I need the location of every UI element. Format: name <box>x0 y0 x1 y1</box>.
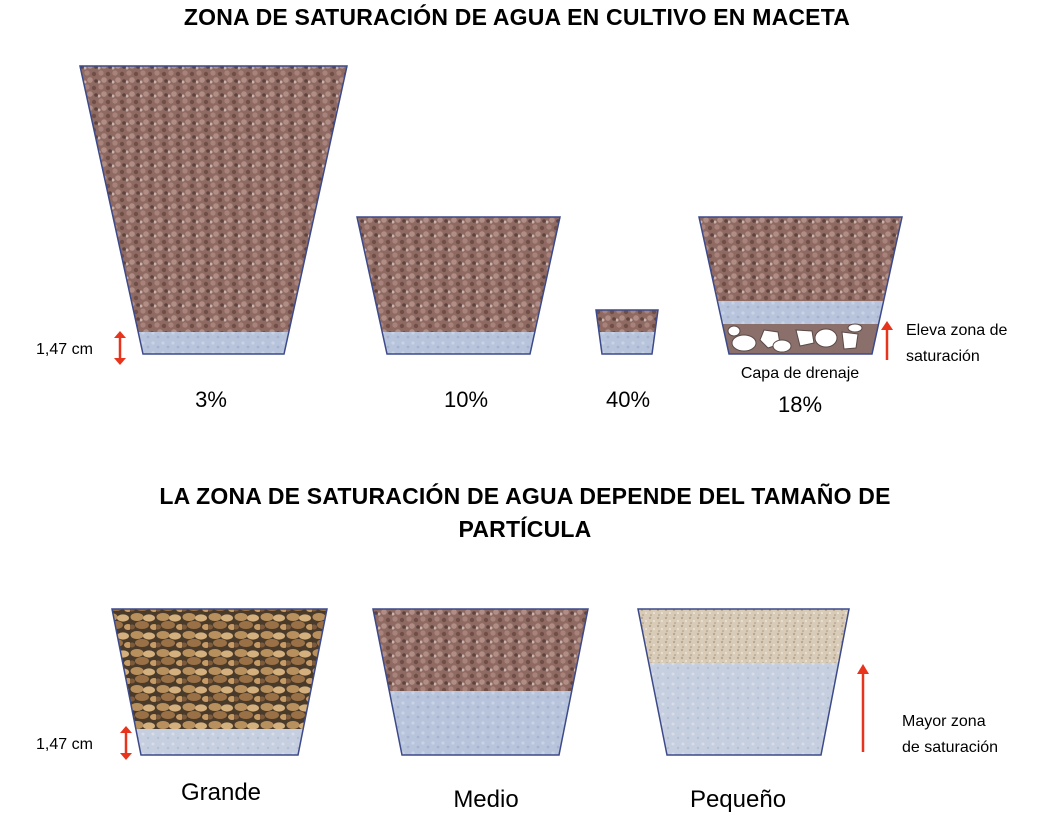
pot-10-percent <box>356 216 561 355</box>
saturation-zone <box>373 691 588 755</box>
substrate-layer <box>373 609 588 691</box>
pot-outline <box>79 65 348 355</box>
pot-outline <box>356 216 561 355</box>
title-top: ZONA DE SATURACIÓN DE AGUA EN CULTIVO EN… <box>184 3 850 30</box>
annotation-saturation-line2: de saturación <box>902 739 998 756</box>
substrate-layer <box>80 66 347 332</box>
pot-small-particles <box>637 608 850 756</box>
substrate-layer <box>699 217 902 301</box>
saturation-zone <box>638 663 849 755</box>
pot-outline <box>595 309 659 355</box>
substrate-layer <box>638 609 849 663</box>
pot-40-percent <box>595 309 659 355</box>
measurement-arrow-top <box>114 331 126 365</box>
drainage-layer-label: Capa de drenaje <box>741 365 859 382</box>
pot-3-percent <box>79 65 348 355</box>
measurement-label-bottom: 1,47 cm <box>36 736 93 753</box>
annotation-raise-line2: saturación <box>906 348 980 365</box>
particle-size-label: Medio <box>453 786 518 813</box>
arrow-up-icon <box>881 321 893 360</box>
pot-18-percent <box>698 216 903 355</box>
pot-outline <box>372 608 589 756</box>
pot-percent-label: 40% <box>606 387 650 412</box>
pot-outline <box>698 216 903 355</box>
saturation-zone <box>357 332 560 354</box>
saturation-zone <box>112 729 327 755</box>
saturation-zone <box>699 301 902 324</box>
pot-large-particles <box>111 608 328 756</box>
title-bottom-line2: PARTÍCULA <box>459 515 592 542</box>
pot-percent-label: 3% <box>195 387 227 412</box>
measurement-label-top: 1,47 cm <box>36 341 93 358</box>
particle-size-label: Pequeño <box>690 786 786 813</box>
pot-outline <box>111 608 328 756</box>
measurement-arrow-bottom <box>120 726 132 760</box>
pot-percent-label: 10% <box>444 387 488 412</box>
substrate-layer <box>596 310 658 332</box>
saturation-zone <box>80 332 347 354</box>
substrate-layer <box>357 217 560 332</box>
title-bottom-line1: LA ZONA DE SATURACIÓN DE AGUA DEPENDE DE… <box>159 482 890 509</box>
particle-size-label: Grande <box>181 779 261 806</box>
annotation-raise-line1: Eleva zona de <box>906 322 1008 339</box>
pot-medium-particles <box>372 608 589 756</box>
drainage-stones <box>727 323 863 353</box>
pot-outline <box>637 608 850 756</box>
pot-percent-label: 18% <box>778 392 822 417</box>
substrate-layer <box>112 609 327 729</box>
arrow-up-icon <box>857 664 869 752</box>
annotation-saturation-line1: Mayor zona <box>902 713 986 730</box>
saturation-zone <box>596 332 658 354</box>
